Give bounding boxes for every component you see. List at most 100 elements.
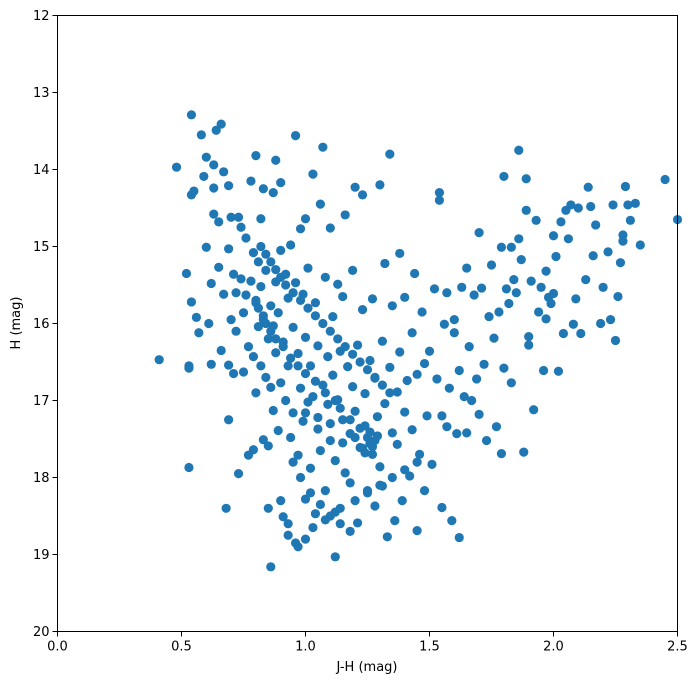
y-tick-label: 20 xyxy=(33,625,50,640)
y-tick-label: 13 xyxy=(33,86,50,101)
data-point xyxy=(541,266,551,276)
data-point xyxy=(387,428,397,438)
data-point xyxy=(201,242,211,252)
data-point xyxy=(258,435,268,445)
data-point xyxy=(231,326,241,336)
data-point xyxy=(313,424,323,434)
data-point xyxy=(474,409,484,419)
data-point xyxy=(154,355,164,365)
data-point xyxy=(300,332,311,342)
data-point xyxy=(472,374,482,384)
data-point xyxy=(412,457,422,467)
data-point xyxy=(233,212,244,222)
data-point xyxy=(439,319,449,329)
data-point xyxy=(504,298,514,309)
data-point xyxy=(181,268,192,279)
data-point xyxy=(199,171,209,182)
data-point xyxy=(268,405,278,416)
data-point xyxy=(375,462,385,472)
data-point xyxy=(350,496,360,506)
data-point xyxy=(228,269,239,279)
data-point xyxy=(357,190,368,200)
data-point xyxy=(310,298,321,308)
data-point xyxy=(348,349,358,359)
data-point xyxy=(303,263,313,273)
data-point xyxy=(524,331,534,342)
data-point xyxy=(256,241,266,252)
data-point xyxy=(216,345,226,356)
data-point xyxy=(449,328,459,338)
data-point xyxy=(459,392,469,402)
data-point xyxy=(375,480,385,490)
y-tick-label: 18 xyxy=(33,471,50,486)
data-point xyxy=(323,352,333,362)
y-tick-label: 12 xyxy=(33,9,50,24)
data-point xyxy=(576,328,586,339)
data-point xyxy=(474,228,484,238)
data-point xyxy=(660,174,670,185)
data-point xyxy=(372,431,383,441)
data-point xyxy=(449,315,459,325)
data-point xyxy=(261,265,271,275)
data-point xyxy=(467,395,477,406)
data-point xyxy=(407,425,417,435)
data-point xyxy=(288,457,298,467)
data-point xyxy=(481,435,492,446)
data-point xyxy=(184,462,194,473)
x-tick-label: 2.5 xyxy=(667,640,688,655)
data-point xyxy=(261,249,271,259)
data-point xyxy=(209,183,219,193)
data-point xyxy=(266,382,276,393)
data-point xyxy=(355,423,365,433)
data-point xyxy=(295,224,306,234)
data-point xyxy=(380,258,390,269)
data-point xyxy=(454,532,464,543)
data-point xyxy=(395,248,405,259)
data-point xyxy=(422,411,432,421)
data-point xyxy=(454,365,464,376)
data-point xyxy=(432,374,442,384)
data-point xyxy=(248,445,259,455)
data-point xyxy=(501,284,511,294)
data-point xyxy=(392,387,402,397)
data-point xyxy=(263,441,273,451)
data-point xyxy=(603,247,613,257)
data-point xyxy=(365,427,375,437)
data-point xyxy=(330,455,340,466)
y-tick-label: 15 xyxy=(33,240,50,255)
data-point xyxy=(412,369,422,379)
data-point xyxy=(437,411,447,421)
data-point xyxy=(224,360,234,370)
data-point xyxy=(630,198,640,208)
data-point xyxy=(506,378,516,388)
data-point xyxy=(385,388,395,398)
data-point xyxy=(308,169,318,179)
data-point xyxy=(226,315,236,325)
data-point xyxy=(211,125,221,135)
data-point xyxy=(266,562,276,572)
data-point xyxy=(345,415,355,425)
data-point xyxy=(271,348,281,358)
data-point xyxy=(216,119,226,129)
data-point xyxy=(618,236,628,246)
data-point xyxy=(412,526,422,536)
data-point xyxy=(380,398,390,409)
data-point xyxy=(514,234,524,244)
data-point xyxy=(288,408,298,418)
data-point xyxy=(300,408,311,418)
data-point xyxy=(253,303,263,313)
data-point xyxy=(588,251,598,261)
data-point xyxy=(476,283,487,293)
data-point xyxy=(397,496,407,506)
data-point xyxy=(526,276,536,286)
data-point xyxy=(462,428,472,438)
data-point xyxy=(340,210,350,220)
y-tick-label: 17 xyxy=(33,394,50,409)
data-point xyxy=(410,268,420,279)
data-point xyxy=(251,151,261,161)
data-point xyxy=(546,298,556,309)
data-point xyxy=(271,265,281,275)
data-point xyxy=(377,380,387,390)
data-point xyxy=(231,288,241,298)
data-point xyxy=(330,507,340,517)
